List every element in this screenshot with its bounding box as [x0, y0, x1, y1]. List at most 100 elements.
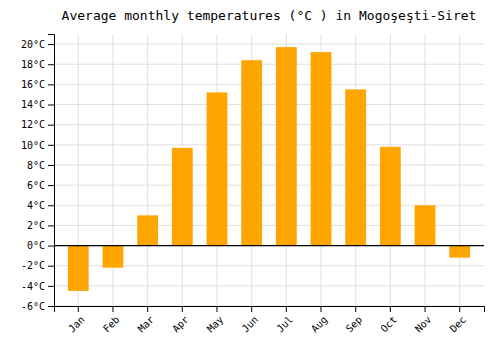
tick-label: Mar [136, 314, 157, 335]
tick-label: 8°C [27, 160, 45, 171]
tick: Apr [170, 306, 191, 334]
tick: 16°C [21, 79, 54, 90]
tick: Dec [448, 306, 469, 334]
tick: Jan [66, 306, 87, 334]
bar [415, 205, 436, 245]
grid-line [54, 245, 484, 246]
tick-mark [216, 306, 217, 312]
tick-mark [321, 306, 322, 312]
tick-mark [355, 306, 356, 312]
tick: Oct [378, 306, 399, 334]
tick-label: Nov [413, 314, 434, 335]
tick-mark [112, 306, 113, 312]
grid [54, 34, 484, 306]
axis-line [48, 35, 55, 307]
grid-line [54, 285, 484, 286]
tick: 14°C [21, 99, 54, 110]
tick-mark [48, 185, 54, 186]
tick-label: 0°C [27, 240, 45, 251]
tick: 10°C [21, 140, 54, 151]
grid-line [459, 34, 460, 306]
grid-line [425, 34, 426, 306]
bar [241, 60, 262, 245]
tick: 0°C [27, 240, 54, 251]
tick-label: -2°C [21, 260, 45, 271]
tick-label: Jun [240, 314, 261, 335]
tick: Aug [309, 306, 330, 334]
tick: 20°C [21, 39, 54, 50]
tick-mark [48, 246, 54, 247]
tick: 18°C [21, 59, 54, 70]
bar [276, 47, 297, 245]
tick: 4°C [27, 200, 54, 211]
tick-label: 20°C [21, 39, 45, 50]
bar [345, 89, 366, 245]
tick-mark [48, 105, 54, 106]
tick: 12°C [21, 119, 54, 130]
x-axis: JanFebMarAprMayJunJulAugSepOctNovDec [55, 306, 485, 334]
tick-mark [48, 44, 54, 45]
tick-label: Sep [344, 314, 365, 335]
tick-mark [48, 306, 54, 307]
tick-label: -4°C [21, 281, 45, 292]
bar [311, 52, 332, 245]
grid-line [54, 124, 484, 125]
plot: -6°C -4°C -2°C 0°C 2°C 4°C 6°C 8°C 10°C 12°C 14°C 1… [21, 34, 485, 334]
bar [103, 246, 124, 268]
tick-label: -6°C [21, 301, 45, 312]
tick: 6°C [27, 180, 54, 191]
bar [68, 246, 89, 291]
bar [172, 148, 193, 246]
tick-mark [48, 266, 54, 267]
tick-mark [182, 306, 183, 312]
title: Average monthly temperatures (°C ) in Mo… [62, 8, 477, 23]
tick-mark [78, 306, 79, 312]
tick-mark [425, 306, 426, 312]
tick-label: Oct [378, 314, 399, 335]
tick: 8°C [27, 160, 54, 171]
tick-label: 6°C [27, 180, 45, 191]
axis-line [55, 307, 485, 313]
grid-line [147, 34, 148, 306]
tick-label: Apr [170, 314, 191, 335]
tick-mark [48, 205, 54, 206]
tick-label: 2°C [27, 220, 45, 231]
grid-line [54, 44, 484, 45]
tick: Sep [344, 306, 365, 334]
tick-mark [147, 306, 148, 312]
bar [380, 147, 401, 246]
tick-mark [48, 64, 54, 65]
tick-mark [48, 225, 54, 226]
tick-mark [48, 125, 54, 126]
tick: -6°C [21, 301, 54, 312]
tick: Nov [413, 306, 434, 334]
tick-label: Jul [274, 314, 295, 335]
tick-label: 18°C [21, 59, 45, 70]
tick-label: 16°C [21, 79, 45, 90]
grid-line [54, 104, 484, 105]
tick-mark [286, 306, 287, 312]
bar [449, 246, 470, 258]
tick: Jun [240, 306, 261, 334]
tick-mark [48, 145, 54, 146]
tick-mark [48, 286, 54, 287]
zero-line [54, 245, 484, 246]
grid-line [54, 164, 484, 165]
tick-mark [48, 165, 54, 166]
tick-mark [390, 306, 391, 312]
tick-mark [48, 84, 54, 85]
tick: -4°C [21, 281, 54, 292]
tick-label: 4°C [27, 200, 45, 211]
tick-label: May [205, 314, 226, 335]
tick-label: Aug [309, 314, 330, 335]
grid-line [54, 84, 484, 85]
tick-label: Jan [66, 314, 87, 335]
tick-label: Dec [448, 314, 469, 335]
bar [137, 215, 158, 245]
grid-line [54, 64, 484, 65]
grid-line [54, 185, 484, 186]
tick: -2°C [21, 260, 54, 271]
tick-label: 14°C [21, 99, 45, 110]
tick-mark [459, 306, 460, 312]
bar [207, 92, 228, 245]
